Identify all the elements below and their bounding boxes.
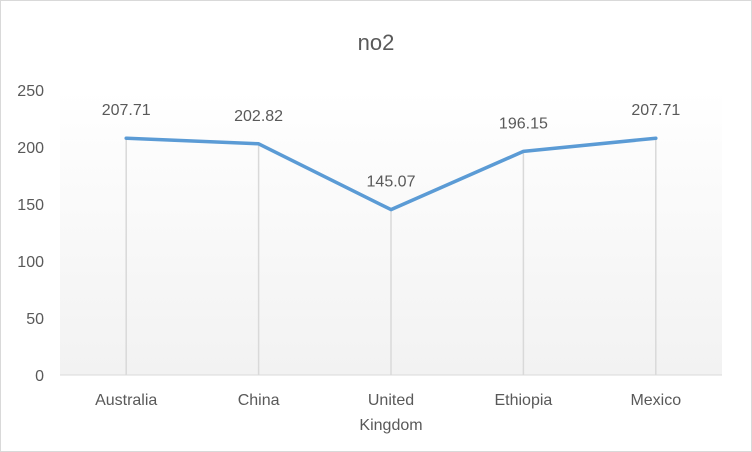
- data-label: 145.07: [367, 174, 416, 191]
- data-labels: 207.71 202.82 145.07 196.15 207.71: [102, 102, 681, 190]
- y-tick-label: 250: [17, 83, 44, 100]
- x-axis-tick-labels: Australia China United Kingdom Ethiopia Mexic…: [95, 392, 681, 434]
- y-tick-label: 50: [26, 311, 44, 328]
- drop-lines: [125, 138, 657, 375]
- x-tick-label: United: [368, 392, 414, 409]
- x-tick-label: Ethiopia: [494, 392, 552, 409]
- y-axis-tick-labels: 0 50 100 150 200 250: [17, 83, 44, 385]
- y-tick-label: 150: [17, 197, 44, 214]
- y-tick-label: 100: [17, 254, 44, 271]
- y-tick-label: 0: [35, 368, 44, 385]
- chart-title: no2: [358, 30, 395, 55]
- x-tick-label: Kingdom: [359, 417, 422, 434]
- x-tick-label: Mexico: [630, 392, 681, 409]
- data-label: 196.15: [499, 115, 548, 132]
- data-label: 202.82: [234, 108, 283, 125]
- y-tick-label: 200: [17, 140, 44, 157]
- x-tick-label: China: [238, 392, 280, 409]
- series-line: [124, 136, 658, 212]
- data-label: 207.71: [102, 102, 151, 119]
- data-label: 207.71: [631, 102, 680, 119]
- x-tick-label: Australia: [95, 392, 157, 409]
